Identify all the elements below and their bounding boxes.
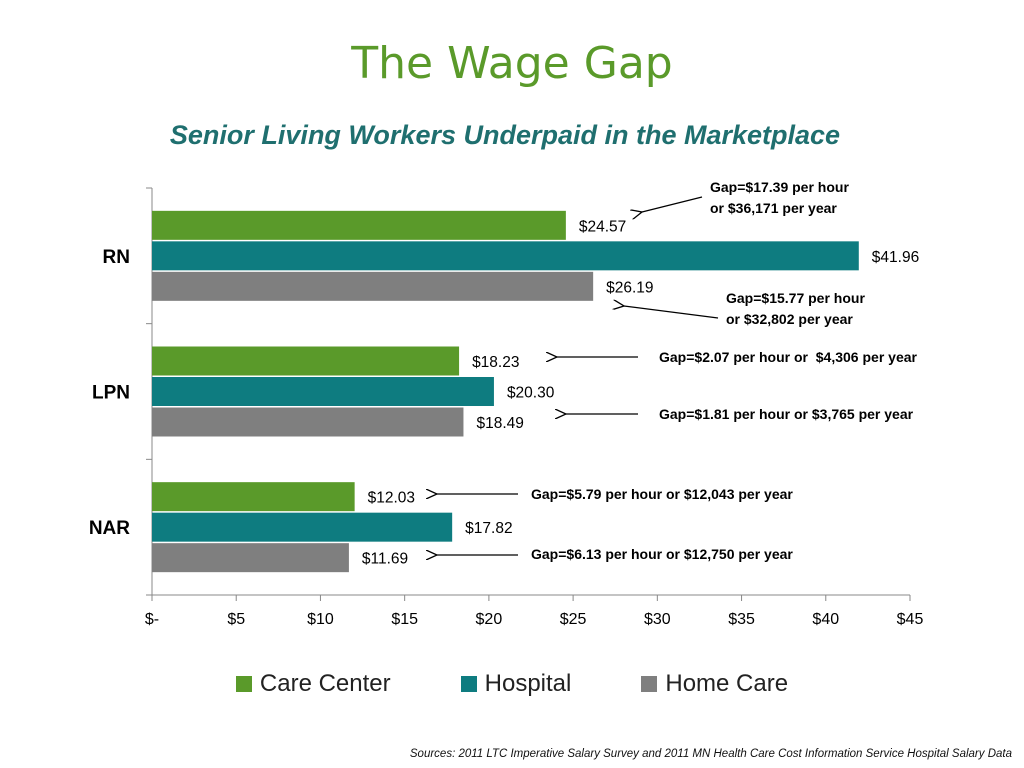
annotation-text-rn-care-center: Gap=$17.39 per hour	[710, 179, 849, 195]
annotation-text-lpn-home-care: Gap=$1.81 per hour or $3,765 per year	[659, 406, 914, 422]
bar-rn-home-care	[152, 271, 594, 301]
x-tick-label: $20	[476, 611, 503, 628]
annotation-text-rn-home-care: or $32,802 per year	[726, 311, 853, 327]
bar-nar-care-center	[152, 482, 355, 512]
data-label-lpn-hospital: $20.30	[507, 385, 555, 402]
annotation-text-lpn-care-center: Gap=$2.07 per hour or $4,306 per year	[659, 349, 918, 365]
y-tick-label-nar: NAR	[89, 518, 130, 539]
page-subtitle: Senior Living Workers Underpaid in the M…	[169, 120, 841, 150]
annotation-text-rn-care-center: or $36,171 per year	[710, 200, 837, 216]
annotation-text-nar-home-care: Gap=$6.13 per hour or $12,750 per year	[531, 546, 793, 562]
legend-item-home-care: Home Care	[641, 670, 788, 698]
x-tick-label: $40	[812, 611, 839, 628]
legend-item-hospital: Hospital	[460, 670, 572, 698]
annotation-text-nar-care-center: Gap=$5.79 per hour or $12,043 per year	[531, 486, 793, 502]
data-label-nar-care-center: $12.03	[368, 490, 415, 507]
bar-nar-hospital	[152, 512, 453, 542]
legend-label: Hospital	[484, 670, 572, 697]
y-tick-label-rn: RN	[103, 247, 130, 268]
data-label-lpn-home-care: $18.49	[476, 415, 523, 432]
x-tick-label: $10	[307, 611, 334, 628]
legend-label: Home Care	[665, 670, 789, 697]
legend-swatch	[460, 676, 477, 692]
legend-item-care-center: Care Center	[235, 670, 391, 698]
data-label-lpn-care-center: $18.23	[472, 354, 519, 371]
chart-bars	[152, 210, 859, 573]
x-tick-label: $5	[227, 611, 245, 628]
y-tick-label-lpn: LPN	[92, 383, 130, 404]
bar-lpn-hospital	[152, 377, 494, 406]
data-label-rn-hospital: $41.96	[872, 249, 919, 266]
data-label-rn-home-care: $26.19	[606, 279, 653, 296]
data-label-nar-hospital: $17.82	[465, 520, 512, 537]
bar-lpn-home-care	[152, 407, 464, 437]
bar-nar-home-care	[152, 543, 349, 573]
x-tick-label: $25	[560, 611, 587, 628]
x-tick-label: $30	[644, 611, 671, 628]
legend-swatch	[235, 676, 252, 692]
annotation-arrow	[624, 306, 719, 319]
chart-axes: RN LPN NAR $- $5 $10 $15 $20 $25 $30 $35 $40 $45	[89, 187, 924, 628]
annotation-text-rn-home-care: Gap=$15.77 per hour	[726, 290, 865, 306]
annotation-arrow	[642, 196, 703, 212]
chart-annotations: Gap=$17.39 per hour or $36,171 per year Ga…	[437, 179, 918, 562]
chart-data-labels: $24.57 $18.23 $12.03 $41.96 $20.30 $17.82 $26.…	[362, 218, 919, 567]
bar-rn-hospital	[152, 241, 859, 271]
x-tick-label: $-	[145, 611, 159, 628]
x-tick-label: $35	[728, 611, 755, 628]
x-tick-label: $15	[391, 611, 418, 628]
source-note: Sources: 2011 LTC Imperative Salary Surv…	[409, 748, 1012, 760]
chart-legend: Care Center Hospital Home Care	[0, 670, 1024, 698]
legend-swatch	[641, 676, 658, 692]
bar-lpn-care-center	[152, 346, 460, 376]
bar-rn-care-center	[152, 210, 566, 240]
data-label-nar-home-care: $11.69	[362, 551, 408, 568]
legend-label: Care Center	[259, 670, 391, 697]
data-label-rn-care-center: $24.57	[579, 218, 626, 235]
x-tick-label: $45	[897, 611, 924, 628]
page-title: The Wage Gap	[351, 38, 673, 89]
